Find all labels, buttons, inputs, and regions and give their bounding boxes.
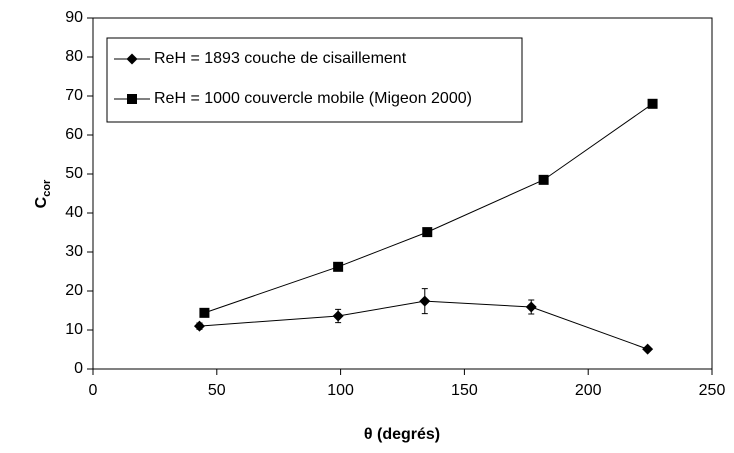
series-line — [199, 300, 648, 350]
x-tick-label: 250 — [699, 382, 726, 399]
y-tick-label: 50 — [65, 165, 83, 182]
y-tick-label: 40 — [65, 204, 83, 221]
plot-frame — [92, 17, 713, 370]
legend-box — [106, 37, 523, 123]
x-tick-label: 0 — [89, 382, 98, 399]
series-line — [204, 103, 653, 314]
y-tick-label: 70 — [65, 87, 83, 104]
marker-square — [538, 174, 549, 185]
y-tick-label: 60 — [65, 126, 83, 143]
x-axis-label: θ (degrés) — [364, 426, 440, 443]
y-axis-label: Ccor — [33, 179, 53, 208]
legend-label: ReH = 1000 couvercle mobile (Migeon 2000… — [154, 90, 472, 107]
legend-label: ReH = 1893 couche de cisaillement — [154, 50, 407, 67]
marker-diamond — [525, 301, 537, 313]
marker-diamond — [642, 343, 654, 355]
marker-square — [333, 261, 344, 272]
y-label-sub: cor — [41, 179, 53, 197]
marker-diamond — [419, 295, 431, 307]
marker-square — [422, 227, 433, 238]
y-tick-label: 10 — [65, 321, 83, 338]
y-tick-label: 90 — [65, 9, 83, 26]
marker-diamond — [193, 320, 205, 332]
marker-square — [199, 307, 210, 318]
y-tick-label: 20 — [65, 282, 83, 299]
y-tick-label: 0 — [74, 360, 83, 377]
y-tick-label: 30 — [65, 243, 83, 260]
x-tick-label: 100 — [327, 382, 354, 399]
marker-square — [647, 98, 658, 109]
marker-square — [127, 94, 137, 104]
y-tick-label: 80 — [65, 48, 83, 65]
marker-diamond — [126, 53, 138, 65]
x-tick-label: 50 — [208, 382, 226, 399]
x-tick-label: 150 — [451, 382, 478, 399]
y-label-main: C — [33, 196, 50, 208]
marker-diamond — [332, 310, 344, 322]
x-tick-label: 200 — [575, 382, 602, 399]
